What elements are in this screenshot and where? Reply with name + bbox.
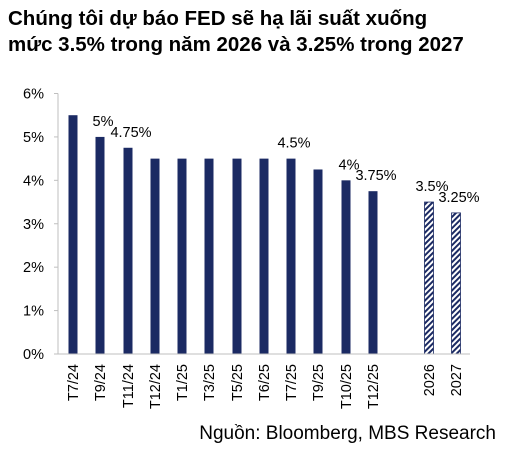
x-tick-label: T5/25 [230,364,246,401]
x-tick-label: T10/25 [339,364,355,409]
y-tick-label: 4% [23,173,44,189]
x-tick-label: T7/24 [66,364,82,401]
bar [123,147,133,354]
y-axis: 0% 1% 2% 3% 4% 5% 6% [23,87,59,363]
y-tick-label: 2% [23,260,44,276]
y-tick-label: 5% [23,130,44,146]
data-label: 5% [93,114,114,130]
data-label: 3.75% [355,168,396,184]
data-label: 3.25% [438,190,479,206]
y-tick-label: 6% [23,87,44,103]
data-labels: 5%4.75% 4.5% 4%3.75% 3.5%3.25% [93,114,480,206]
x-tick-label: T12/24 [148,364,164,409]
bar [232,158,242,354]
chart-title: Chúng tôi dự báo FED sẽ hạ lãi suất xuốn… [8,6,508,58]
x-tick-label: T9/25 [311,364,327,401]
x-tick-label: T7/25 [284,364,300,401]
x-tick-label: T12/25 [366,364,382,409]
bar [341,180,351,354]
y-tick-label: 0% [23,347,44,363]
bar [177,158,187,354]
x-tick-label: 2026 [422,364,438,396]
x-tick-label: T11/24 [121,364,137,408]
bar [368,191,378,354]
data-label: 4.75% [110,125,151,141]
bar-forecast [424,201,434,355]
y-tick-label: 3% [23,217,44,233]
y-tick-label: 1% [23,304,44,320]
x-tick-label: T3/25 [202,364,218,401]
x-tick-label: T9/24 [93,364,109,401]
x-tick-label: T6/25 [257,364,273,401]
bar [259,158,269,354]
x-tick-label: T1/25 [175,364,191,401]
bar [313,169,323,354]
bar-forecast [451,212,461,355]
bars [68,115,461,355]
bar [286,158,296,354]
bar [95,136,105,354]
x-tick-label: 2027 [449,364,465,396]
data-label: 4.5% [277,136,310,152]
bar [68,115,78,354]
data-label: 3.5% [415,179,448,195]
chart-title-line-1: Chúng tôi dự báo FED sẽ hạ lãi suất xuốn… [8,7,428,30]
source-note: Nguồn: Bloomberg, MBS Research [199,423,496,444]
data-label: 4% [339,157,360,173]
x-axis: T7/24 T9/24 T11/24 T12/24 T1/25 T3/25 T5/25 T6/… [58,353,470,409]
bar [204,158,214,354]
bar [150,158,160,354]
chart-title-line-2: mức 3.5% trong năm 2026 và 3.25% trong 2… [8,33,464,56]
